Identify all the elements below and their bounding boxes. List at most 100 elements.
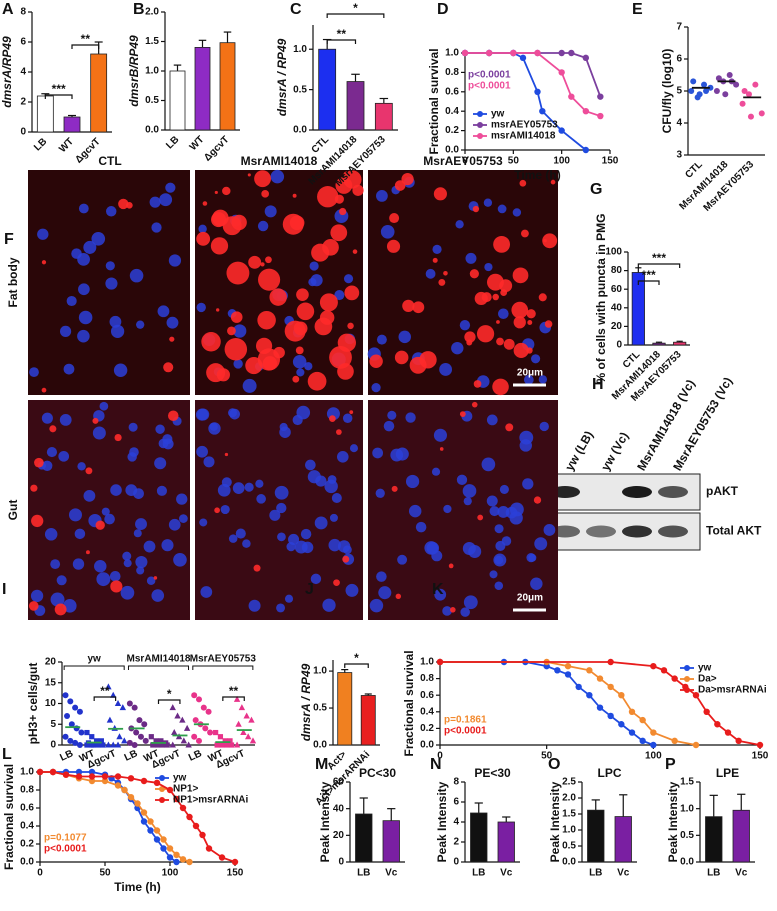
point [173, 858, 180, 866]
y-tick-label: 0.5 [145, 95, 159, 106]
point [93, 738, 100, 744]
lipid-droplet [476, 325, 495, 343]
lipid-droplet [395, 593, 402, 600]
group-bracket [127, 665, 190, 670]
bar [705, 816, 723, 863]
point [131, 704, 138, 711]
lipid-droplet [153, 576, 158, 580]
bar [673, 341, 687, 346]
nucleus [345, 583, 359, 597]
lipid-droplet [342, 555, 350, 563]
chart-panel: L 0.0 0.2 0.4 0.6 0.8 1.0 Fractional survival 0 5… [2, 746, 249, 894]
lipid-droplet [544, 320, 553, 328]
lipid-droplet [114, 433, 122, 442]
y-axis-label: dmsrA/RP49 [0, 36, 14, 108]
nucleus [50, 559, 61, 570]
lipid-droplet [513, 316, 526, 329]
panel-label: I [2, 581, 6, 598]
chart-panel: K 0.0 0.2 0.4 0.6 0.8 1.0 Fractional survival 0 5… [402, 581, 769, 761]
x-tick-label: LB [164, 134, 181, 151]
lipid-droplet [533, 496, 542, 504]
x-tick-label: 0 [37, 868, 43, 879]
x-tick-label: ΔgcvT [202, 134, 231, 163]
point [72, 704, 79, 711]
lipid-droplet [222, 186, 231, 196]
nucleus [279, 426, 291, 438]
nucleus [209, 422, 218, 431]
nucleus [433, 428, 447, 442]
y-tick-label: 0.6 [420, 690, 434, 701]
point [707, 84, 714, 91]
nucleus [122, 551, 132, 561]
nucleus [314, 516, 328, 530]
nucleus [307, 470, 321, 484]
y-tick-label: 2 [453, 837, 459, 848]
lipid-droplet [296, 288, 309, 301]
nucleus [494, 524, 504, 534]
bar [382, 820, 400, 863]
nucleus [376, 571, 387, 582]
y-tick-label: 6 [676, 54, 682, 65]
nucleus [294, 540, 308, 554]
nucleus [456, 474, 468, 485]
bar [652, 342, 666, 346]
point [248, 716, 255, 723]
nucleus [178, 514, 188, 523]
nucleus [493, 553, 507, 567]
point [582, 146, 590, 154]
scale-bar-label: 20μm [517, 593, 543, 604]
y-tick-label: 6 [20, 37, 26, 48]
lipid-droplet [464, 331, 476, 343]
nucleus [155, 424, 165, 434]
lipid-droplet [492, 378, 509, 396]
x-tick-label: 150 [227, 868, 244, 879]
lipid-droplet [499, 279, 513, 293]
point [639, 737, 646, 745]
legend-label: Da> [698, 674, 717, 685]
point [688, 88, 695, 94]
lipid-droplet [505, 423, 514, 432]
nucleus [244, 482, 254, 492]
group-bracket [63, 665, 125, 670]
y-tick-label: 0 [338, 857, 344, 868]
nucleus [66, 295, 77, 307]
nucleus [154, 457, 167, 470]
y-tick-label: 0.0 [562, 857, 576, 868]
y-axis-label: CFU/fly (log10) [660, 49, 674, 134]
legend-label: Da>msrARNAi [698, 685, 767, 696]
lipid-droplet [477, 514, 484, 521]
nucleus [376, 334, 387, 345]
nucleus [58, 450, 70, 462]
lipid-droplet [265, 256, 272, 264]
nucleus [300, 528, 312, 540]
nucleus [217, 483, 231, 497]
y-tick-label: 100 [605, 247, 622, 258]
lipid-droplet [292, 193, 297, 198]
micrograph [28, 170, 190, 395]
chart-panel: D 0.0 0.2 0.4 0.6 0.8 1.0 Fractional survival 0 5… [427, 1, 619, 182]
chart-title: LPE [716, 766, 739, 780]
panel-f: F CTL MsrAMI14018 MsrAEY05753 Fat body Gu… [4, 154, 546, 612]
point [160, 836, 167, 843]
y-tick-label: 0.2 [420, 723, 434, 734]
lipid-droplet [526, 309, 536, 319]
nucleus [220, 504, 230, 515]
point [127, 775, 135, 782]
legend-marker [477, 122, 483, 128]
lipid-droplet [167, 410, 179, 422]
legend-marker [684, 687, 690, 693]
lipid-droplet [54, 603, 67, 616]
point [568, 49, 575, 57]
point [607, 658, 614, 666]
point [722, 91, 729, 98]
lipid-droplet [226, 261, 250, 285]
point [169, 704, 176, 711]
point [133, 729, 140, 736]
point [249, 737, 257, 744]
y-axis-label: dmsrA / RP49 [275, 38, 289, 116]
nucleus [101, 507, 110, 516]
lipid-droplet [389, 213, 400, 224]
lipid-droplet [439, 447, 444, 451]
point [628, 729, 636, 736]
